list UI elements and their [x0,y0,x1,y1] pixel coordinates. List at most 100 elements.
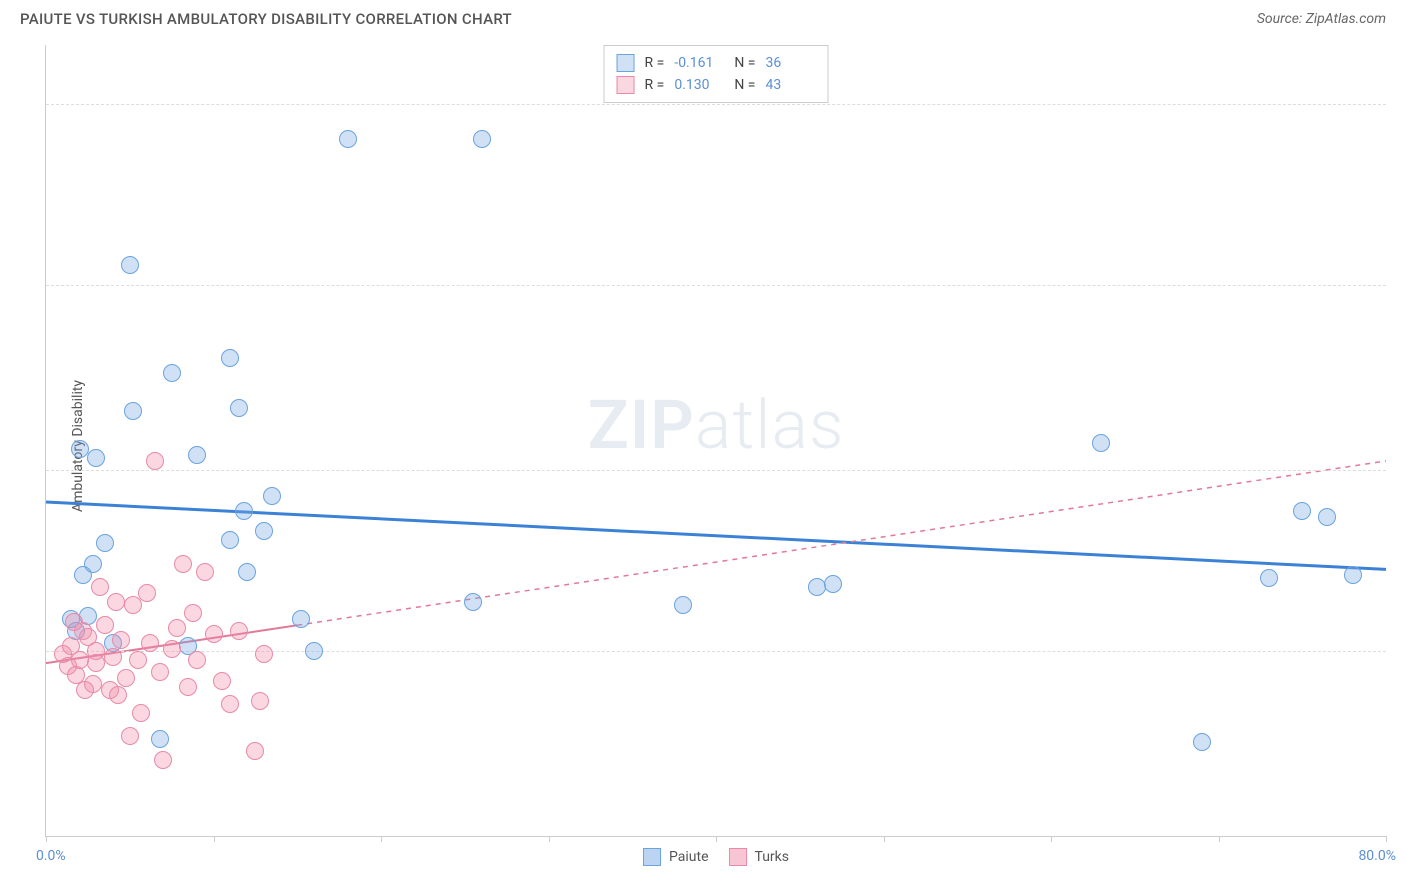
data-point-turks [205,625,223,643]
data-point-paiute [74,566,92,584]
data-point-turks [138,584,156,602]
data-point-paiute [151,730,169,748]
data-point-paiute [221,349,239,367]
x-tick [1386,836,1387,842]
n-label: N = [734,55,755,71]
data-point-turks [154,751,172,769]
data-point-paiute [339,130,357,148]
data-point-paiute [238,563,256,581]
data-point-paiute [674,596,692,614]
scatter-chart: ZIPatlas R = -0.161 N = 36 R = 0.130 N =… [45,45,1386,837]
data-point-paiute [305,642,323,660]
x-max-label: 80.0% [1358,848,1396,864]
data-point-paiute [1293,502,1311,520]
gridline [46,285,1386,286]
data-point-turks [141,634,159,652]
data-point-turks [146,452,164,470]
data-point-paiute [1092,434,1110,452]
data-point-paiute [235,502,253,520]
swatch-turks [729,848,747,866]
correlation-legend: R = -0.161 N = 36 R = 0.130 N = 43 [604,45,829,103]
legend-label-turks: Turks [755,849,790,865]
r-label: R = [645,77,665,93]
chart-header: PAIUTE VS TURKISH AMBULATORY DISABILITY … [0,0,1406,36]
data-point-turks [121,727,139,745]
n-value-paiute: 36 [765,55,815,71]
data-point-paiute [1193,733,1211,751]
data-point-turks [117,669,135,687]
data-point-paiute [1318,508,1336,526]
x-tick [214,836,215,842]
data-point-paiute [1260,569,1278,587]
data-point-paiute [255,522,273,540]
x-tick [46,836,47,842]
data-point-turks [179,678,197,696]
x-tick [549,836,550,842]
x-tick [884,836,885,842]
data-point-turks [184,604,202,622]
data-point-paiute [96,534,114,552]
data-point-turks [104,648,122,666]
data-point-turks [151,663,169,681]
data-point-paiute [464,593,482,611]
legend-row-paiute: R = -0.161 N = 36 [617,52,816,74]
data-point-turks [109,686,127,704]
data-point-paiute [473,130,491,148]
data-point-turks [129,651,147,669]
r-value-paiute: -0.161 [674,55,724,71]
data-point-paiute [121,256,139,274]
chart-title: PAIUTE VS TURKISH AMBULATORY DISABILITY … [20,10,512,28]
legend-item-turks: Turks [729,848,790,866]
y-tick-label: 12.5% [1391,462,1406,478]
data-point-turks [188,651,206,669]
swatch-paiute [617,54,635,72]
data-point-turks [221,695,239,713]
data-point-turks [91,578,109,596]
legend-label-paiute: Paiute [669,849,709,865]
source-attribution: Source: ZipAtlas.com [1257,11,1386,27]
data-point-turks [96,616,114,634]
data-point-paiute [188,446,206,464]
data-point-paiute [71,440,89,458]
x-tick [1051,836,1052,842]
gridline [46,470,1386,471]
data-point-paiute [124,402,142,420]
data-point-turks [246,742,264,760]
trend-lines [46,45,1386,836]
x-tick [1219,836,1220,842]
series-legend: Paiute Turks [643,848,789,866]
x-min-label: 0.0% [36,848,66,864]
data-point-paiute [292,610,310,628]
data-point-turks [255,645,273,663]
y-tick-label: 6.3% [1391,643,1406,659]
data-point-paiute [824,575,842,593]
data-point-turks [71,651,89,669]
data-point-turks [87,654,105,672]
data-point-turks [168,619,186,637]
data-point-turks [132,704,150,722]
data-point-paiute [263,487,281,505]
gridline [46,104,1386,105]
data-point-turks [251,692,269,710]
data-point-turks [65,613,83,631]
n-value-turks: 43 [765,77,815,93]
r-value-turks: 0.130 [674,77,724,93]
data-point-turks [107,593,125,611]
legend-item-paiute: Paiute [643,848,709,866]
data-point-paiute [808,578,826,596]
gridline [46,651,1386,652]
r-label: R = [645,55,665,71]
trendline-turks-extrapolated [297,461,1386,625]
n-label: N = [734,77,755,93]
data-point-turks [163,640,181,658]
data-point-paiute [1344,566,1362,584]
swatch-paiute [643,848,661,866]
data-point-turks [174,555,192,573]
data-point-turks [196,563,214,581]
data-point-paiute [87,449,105,467]
x-tick [381,836,382,842]
x-tick [716,836,717,842]
legend-row-turks: R = 0.130 N = 43 [617,74,816,96]
data-point-turks [112,631,130,649]
swatch-turks [617,76,635,94]
